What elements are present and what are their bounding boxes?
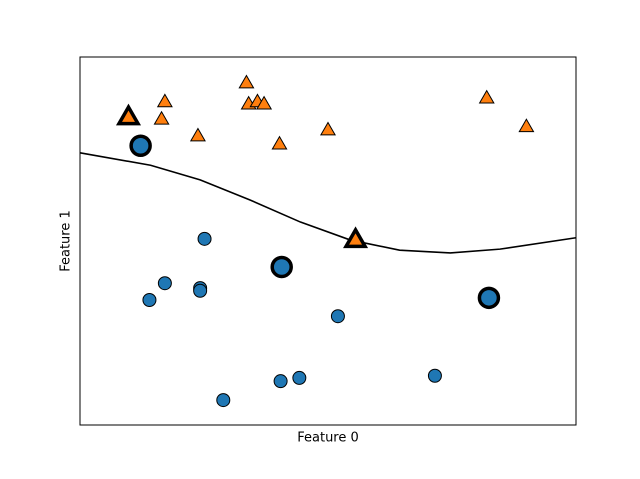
- point-circle: [142, 292, 157, 307]
- y-axis-label: Feature 1: [59, 210, 74, 272]
- support-vector-circle: [477, 286, 501, 310]
- point-triangle: [156, 93, 173, 108]
- point-triangle: [238, 74, 255, 89]
- plot-frame: [79, 56, 577, 426]
- point-triangle: [320, 121, 336, 136]
- plot-area: [80, 57, 576, 425]
- point-circle: [292, 370, 307, 385]
- support-vector-triangle: [343, 226, 369, 249]
- point-triangle: [256, 95, 273, 110]
- point-circle: [427, 368, 442, 383]
- x-axis-label: Feature 0: [297, 431, 359, 446]
- point-circle: [216, 393, 231, 408]
- support-vector-triangle: [115, 103, 142, 126]
- point-triangle: [271, 135, 288, 150]
- point-circle: [197, 231, 212, 246]
- point-circle: [193, 283, 208, 298]
- point-circle: [157, 276, 172, 291]
- point-triangle: [153, 110, 170, 125]
- point-circle: [273, 374, 288, 389]
- decision-boundary: [79, 152, 577, 254]
- point-triangle: [518, 118, 535, 133]
- data-layer: [79, 74, 577, 408]
- support-vector-circle: [270, 255, 293, 279]
- point-triangle: [478, 89, 495, 104]
- support-vector-circle: [129, 134, 152, 158]
- point-triangle: [189, 127, 206, 142]
- point-circle: [330, 309, 345, 324]
